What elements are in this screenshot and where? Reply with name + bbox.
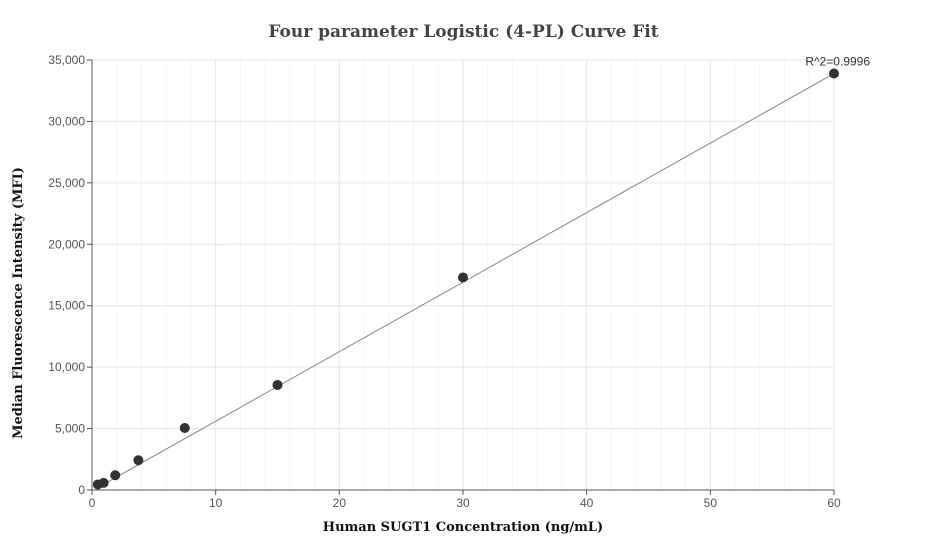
- x-tick-label: 10: [209, 496, 223, 510]
- axes: [87, 59, 835, 495]
- y-tick-label: 30,000: [48, 114, 85, 128]
- y-tick-label: 15,000: [48, 299, 85, 313]
- minor-gridlines: [116, 60, 810, 490]
- y-tick-label: 35,000: [48, 53, 85, 67]
- x-tick-label: 50: [704, 496, 718, 510]
- y-tick-label: 20,000: [48, 237, 85, 251]
- x-tick-label: 0: [89, 496, 96, 510]
- r-squared-annotation: R^2=0.9996: [805, 55, 870, 69]
- x-tick-label: 20: [333, 496, 347, 510]
- data-point: [98, 477, 109, 488]
- data-point: [179, 422, 190, 433]
- data-points: [92, 68, 839, 490]
- x-axis-title: Human SUGT1 Concentration (ng/mL): [323, 520, 603, 535]
- x-tick-label: 30: [456, 496, 470, 510]
- y-tick-label: 25,000: [48, 176, 85, 190]
- data-point: [133, 455, 144, 466]
- data-point: [110, 470, 121, 481]
- data-point: [458, 272, 468, 283]
- tick-labels: 0 10 20 30 40 50 60 0 5,000 10,000 15,000 20,000 25,…: [48, 53, 841, 510]
- x-tick-label: 60: [827, 496, 841, 510]
- data-point: [829, 68, 839, 79]
- y-tick-label: 5,000: [55, 422, 85, 436]
- chart-title: Four parameter Logistic (4-PL) Curve Fit: [268, 22, 659, 42]
- y-tick-label: 0: [78, 483, 85, 497]
- data-point: [272, 379, 283, 390]
- y-axis-title: Median Fluorescence Intensity (MFI): [11, 167, 26, 439]
- x-tick-label: 40: [580, 496, 594, 510]
- y-tick-label: 10,000: [48, 360, 85, 374]
